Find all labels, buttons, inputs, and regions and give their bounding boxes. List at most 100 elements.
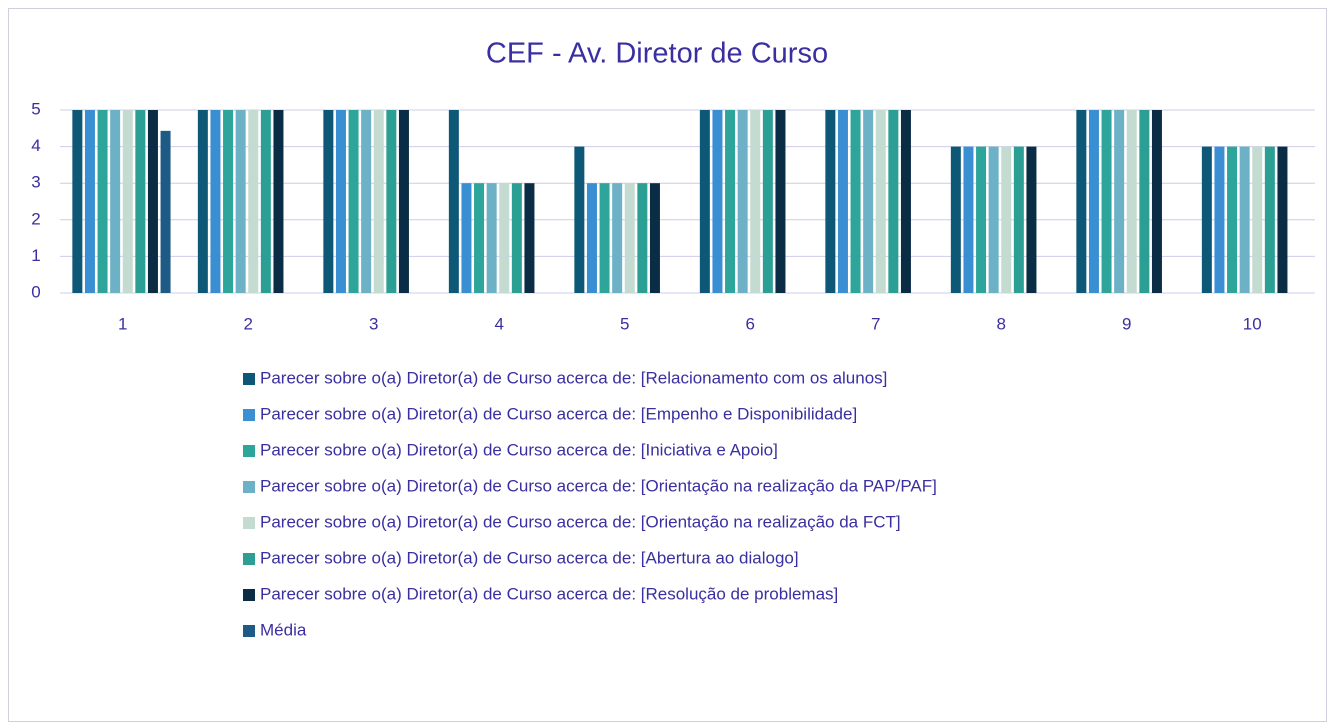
y-tick-label: 0 [31,282,40,301]
bar [373,110,384,293]
bar [1088,110,1099,293]
x-tick-label: 3 [369,314,378,333]
bar [950,146,961,293]
bar [1201,146,1212,293]
bar [737,110,748,293]
bar [210,110,221,293]
bar [361,110,372,293]
legend-label: Parecer sobre o(a) Diretor(a) de Curso a… [260,368,887,387]
bar [84,110,95,293]
bar [486,183,497,293]
bar [712,110,723,293]
bar [976,146,987,293]
legend-label: Parecer sobre o(a) Diretor(a) de Curso a… [260,440,778,459]
bar [1026,146,1037,293]
bar [260,110,271,293]
y-tick-label: 3 [31,173,40,192]
bar [1139,110,1150,293]
bar [599,183,610,293]
x-tick-label: 8 [997,314,1006,333]
y-tick-label: 2 [31,209,40,228]
bar [135,110,146,293]
legend-label: Parecer sobre o(a) Diretor(a) de Curso a… [260,512,901,531]
bar [160,130,171,293]
bar [273,110,284,293]
y-tick-label: 1 [31,246,40,265]
bar [699,110,710,293]
legend-swatch [243,589,255,601]
x-tick-label: 6 [746,314,755,333]
bar [1001,146,1012,293]
bar [888,110,899,293]
bar [72,110,83,293]
bar [386,110,397,293]
bar [1013,146,1024,293]
bar [97,110,108,293]
y-tick-label: 4 [31,136,40,155]
bar [1214,146,1225,293]
bar [750,110,761,293]
bar [448,110,459,293]
bar [147,110,158,293]
bar [988,146,999,293]
legend-label: Parecer sobre o(a) Diretor(a) de Curso a… [260,548,799,567]
bar [900,110,911,293]
bar [511,183,522,293]
bar [1252,146,1263,293]
bar [875,110,886,293]
bar [398,110,409,293]
legend-swatch [243,517,255,529]
bar [825,110,836,293]
legend-label: Parecer sobre o(a) Diretor(a) de Curso a… [260,584,838,603]
bar [649,183,660,293]
bar [223,110,234,293]
x-tick-label: 1 [118,314,127,333]
bar [1114,110,1125,293]
bar [524,183,535,293]
bar [110,110,121,293]
bar [863,110,874,293]
x-tick-label: 9 [1122,314,1131,333]
bar [586,183,597,293]
bar [461,183,472,293]
bar [725,110,736,293]
bar [1126,110,1137,293]
bar [612,183,623,293]
bar [474,183,485,293]
bar [335,110,346,293]
bar [1227,146,1238,293]
legend-label: Parecer sobre o(a) Diretor(a) de Curso a… [260,404,857,423]
bar [1264,146,1275,293]
bar [248,110,259,293]
bar [348,110,359,293]
bar [1277,146,1288,293]
bar [624,183,635,293]
legend-label: Parecer sobre o(a) Diretor(a) de Curso a… [260,476,937,495]
x-tick-label: 5 [620,314,629,333]
y-tick-label: 5 [31,99,40,118]
x-tick-label: 7 [871,314,880,333]
bar [775,110,786,293]
bar [235,110,246,293]
legend-swatch [243,481,255,493]
bar [850,110,861,293]
legend-swatch [243,409,255,421]
bar [1076,110,1087,293]
bar [762,110,773,293]
legend-swatch [243,445,255,457]
bar [637,183,648,293]
bar [963,146,974,293]
chart-title: CEF - Av. Diretor de Curso [486,38,828,70]
legend-swatch [243,373,255,385]
legend-swatch [243,625,255,637]
bar [1151,110,1162,293]
bar [837,110,848,293]
bar [1101,110,1112,293]
bar [1239,146,1250,293]
bar [122,110,133,293]
legend-label: Média [260,620,307,639]
legend-swatch [243,553,255,565]
x-tick-label: 4 [495,314,504,333]
x-tick-label: 10 [1243,314,1262,333]
